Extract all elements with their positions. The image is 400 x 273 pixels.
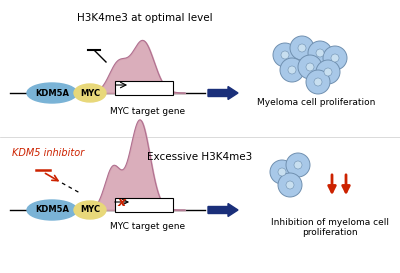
- Circle shape: [278, 168, 286, 176]
- Circle shape: [298, 55, 322, 79]
- Text: KDM5 inhibitor: KDM5 inhibitor: [12, 148, 84, 158]
- Circle shape: [294, 161, 302, 169]
- Circle shape: [314, 78, 322, 86]
- Ellipse shape: [27, 83, 77, 103]
- Circle shape: [278, 173, 302, 197]
- Circle shape: [316, 49, 324, 57]
- Text: MYC target gene: MYC target gene: [110, 222, 186, 231]
- Circle shape: [290, 36, 314, 60]
- Text: KDM5A: KDM5A: [35, 88, 69, 97]
- Circle shape: [306, 63, 314, 71]
- Circle shape: [308, 41, 332, 65]
- FancyArrow shape: [208, 87, 238, 99]
- Text: Inhibition of myeloma cell
proliferation: Inhibition of myeloma cell proliferation: [271, 218, 389, 238]
- Text: Myeloma cell proliferation: Myeloma cell proliferation: [257, 98, 375, 107]
- Ellipse shape: [74, 201, 106, 219]
- Circle shape: [270, 160, 294, 184]
- Text: H3K4me3 at optimal level: H3K4me3 at optimal level: [77, 13, 213, 23]
- Bar: [115, 81, 173, 95]
- Circle shape: [323, 46, 347, 70]
- Text: MYC: MYC: [80, 88, 100, 97]
- Circle shape: [280, 58, 304, 82]
- Text: KDM5A: KDM5A: [35, 206, 69, 215]
- FancyArrow shape: [208, 203, 238, 216]
- Ellipse shape: [74, 84, 106, 102]
- Bar: [115, 198, 173, 212]
- Text: MYC target gene: MYC target gene: [110, 107, 186, 116]
- Circle shape: [324, 68, 332, 76]
- Circle shape: [288, 66, 296, 74]
- Circle shape: [273, 43, 297, 67]
- Ellipse shape: [27, 200, 77, 220]
- Circle shape: [306, 70, 330, 94]
- Circle shape: [281, 51, 289, 59]
- Text: x: x: [118, 195, 126, 209]
- Circle shape: [286, 153, 310, 177]
- Circle shape: [298, 44, 306, 52]
- Circle shape: [331, 54, 339, 62]
- Circle shape: [316, 60, 340, 84]
- Circle shape: [286, 181, 294, 189]
- Text: MYC: MYC: [80, 206, 100, 215]
- Text: Excessive H3K4me3: Excessive H3K4me3: [147, 152, 253, 162]
